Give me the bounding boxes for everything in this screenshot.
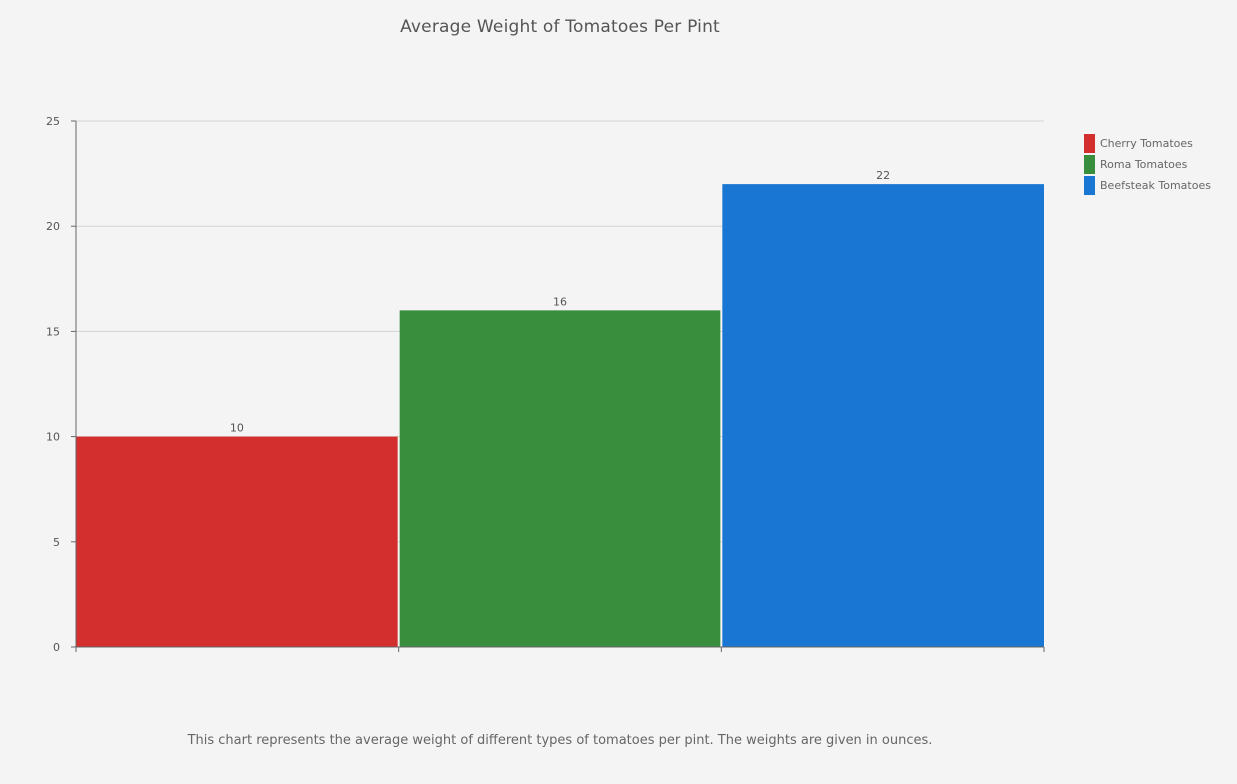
y-tick-label: 5 [53, 536, 60, 549]
legend-swatch [1084, 155, 1095, 174]
legend-item-roma[interactable]: Roma Tomatoes [1084, 154, 1211, 175]
data-label: 10 [230, 422, 244, 435]
bar [76, 436, 398, 647]
y-tick-label: 0 [53, 641, 60, 654]
bar [399, 310, 721, 647]
legend-swatch [1084, 176, 1095, 195]
data-label: 16 [553, 295, 567, 308]
data-label: 22 [876, 169, 890, 182]
data-labels: 10 16 22 [230, 169, 890, 434]
legend-item-beefsteak[interactable]: Beefsteak Tomatoes [1084, 175, 1211, 196]
legend-label: Roma Tomatoes [1100, 158, 1188, 171]
axes [75, 121, 1045, 652]
chart-caption: This chart represents the average weight… [187, 733, 933, 748]
y-tick-label: 10 [46, 431, 60, 444]
legend-label: Cherry Tomatoes [1100, 137, 1193, 150]
y-tick-label: 25 [46, 115, 60, 128]
legend-swatch [1084, 134, 1095, 153]
y-tick-label: 15 [46, 325, 60, 338]
legend-label: Beefsteak Tomatoes [1100, 179, 1211, 192]
y-axis-ticks: 0 5 10 15 20 25 [46, 115, 76, 654]
y-tick-label: 20 [46, 220, 60, 233]
bar [722, 184, 1044, 647]
legend: Cherry Tomatoes Roma Tomatoes Beefsteak … [1084, 133, 1211, 196]
bars [76, 184, 1044, 647]
chart-title: Average Weight of Tomatoes Per Pint [400, 17, 720, 37]
legend-item-cherry[interactable]: Cherry Tomatoes [1084, 133, 1211, 154]
